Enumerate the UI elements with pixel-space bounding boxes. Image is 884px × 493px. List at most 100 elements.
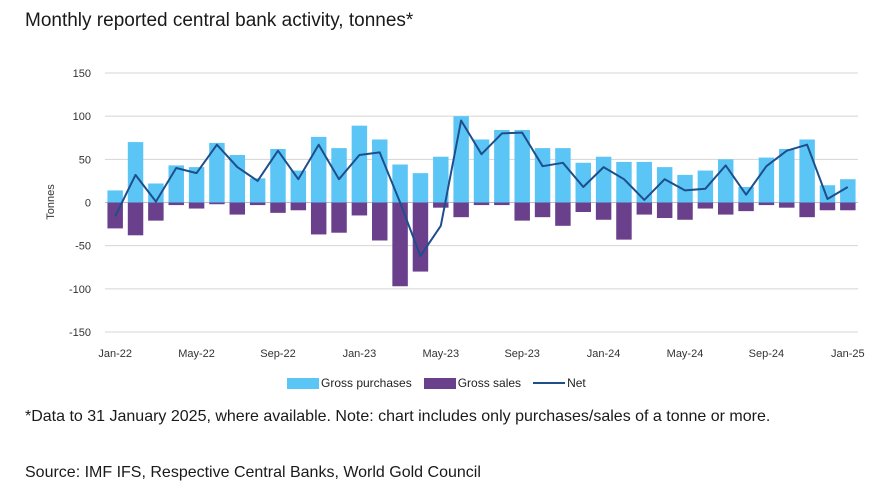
legend-label: Net [567, 376, 586, 390]
gross-sales-bar [616, 202, 632, 240]
gross-purchases-bar [188, 167, 205, 203]
x-tick-labels: Jan-22 May-22 Sep-22 Jan-23 May-23 Sep-23 Jan-… [98, 348, 864, 360]
gross-purchases-bar [595, 156, 612, 203]
x-tick-label: Jan-24 [587, 348, 621, 360]
gross-sales-bar [229, 202, 246, 215]
x-tick-label: Sep-24 [749, 348, 784, 360]
legend-swatch-purchases [287, 377, 319, 389]
gross-sales-bar [555, 202, 571, 226]
gross-purchases-bar [392, 164, 408, 203]
gross-purchases-bar [209, 142, 225, 203]
gross-sales-bar [636, 202, 653, 215]
x-tick-label: May-22 [178, 348, 215, 360]
y-tick-label: -150 [69, 327, 91, 339]
gross-purchases-bar [575, 162, 591, 203]
gross-sales-bar [127, 202, 144, 236]
gross-sales-bars [107, 202, 856, 287]
y-tick-label: 0 [85, 198, 91, 210]
gross-sales-bar [392, 202, 408, 287]
y-tick-labels: -150 -100 -50 0 50 100 150 [69, 68, 91, 339]
gross-sales-bar [290, 202, 307, 211]
gross-purchases-bar [412, 173, 429, 203]
gross-purchases-bar [229, 155, 246, 203]
gross-purchases-bar [656, 167, 673, 203]
gross-purchases-bar [616, 161, 632, 203]
x-tick-label: Sep-22 [260, 348, 295, 360]
legend-gross-purchases: Gross purchases [287, 376, 412, 390]
y-tick-label: 50 [79, 154, 91, 166]
legend-label: Gross purchases [321, 376, 412, 390]
gross-sales-bar [656, 202, 673, 219]
gross-sales-bar [372, 202, 388, 241]
gross-sales-bar [209, 202, 225, 205]
x-tick-label: Sep-23 [504, 348, 539, 360]
y-tick-label: 150 [73, 68, 91, 80]
footnote: *Data to 31 January 2025, where availabl… [25, 408, 771, 425]
legend: Gross purchases Gross sales Net [287, 376, 598, 390]
legend-gross-sales: Gross sales [423, 376, 522, 390]
gross-purchases-bar [758, 157, 775, 203]
gross-purchases-bar [494, 129, 510, 203]
gross-sales-bar [494, 202, 510, 206]
gross-sales-bar [310, 202, 327, 235]
y-tick-label: -50 [75, 241, 91, 253]
gross-purchases-bar [473, 139, 490, 203]
gross-sales-bar [840, 202, 856, 211]
gross-purchases-bar [677, 174, 693, 203]
gross-sales-bar [453, 202, 469, 218]
gross-purchases-bar [107, 190, 123, 203]
legend-net: Net [533, 376, 586, 390]
y-tick-label: -100 [69, 284, 91, 296]
gross-sales-bar [270, 202, 286, 213]
gross-purchases-bar [331, 148, 347, 203]
gross-purchases-bar [555, 148, 571, 203]
gross-sales-bar [331, 202, 347, 233]
gross-purchases-bar [779, 148, 795, 203]
gross-purchases-bar [127, 142, 144, 203]
net-line [114, 119, 849, 257]
gross-purchases-bar [168, 165, 184, 203]
gross-sales-bar [433, 202, 449, 208]
gross-purchases-bar [636, 161, 653, 203]
gross-sales-bar [717, 202, 734, 215]
gross-purchases-bar [372, 139, 388, 203]
gross-sales-bar [514, 202, 530, 221]
gross-purchases-bar [270, 148, 286, 203]
gross-sales-bar [738, 202, 754, 212]
source-note: Source: IMF IFS, Respective Central Bank… [25, 464, 481, 481]
legend-swatch-net [533, 382, 566, 384]
gross-sales-bar [575, 202, 591, 212]
x-tick-label: Jan-25 [831, 348, 865, 360]
gross-purchases-bar [290, 170, 307, 203]
legend-swatch-sales [423, 377, 456, 389]
gross-sales-bar [473, 202, 490, 206]
x-tick-label: Jan-23 [343, 348, 377, 360]
gross-purchases-bar [514, 129, 530, 203]
legend-label: Gross sales [457, 376, 522, 390]
gross-sales-bar [168, 202, 184, 206]
gross-sales-bar [534, 202, 551, 218]
gross-sales-bar [677, 202, 693, 220]
net-series-line [114, 119, 849, 257]
gross-sales-bar [249, 202, 266, 206]
gross-sales-bar [412, 202, 429, 272]
gross-sales-bar [595, 202, 612, 220]
gross-purchases-bar [433, 156, 449, 203]
gross-sales-bar [148, 202, 164, 221]
gross-sales-bar [819, 202, 836, 211]
gross-purchases-bar [310, 136, 327, 203]
y-tick-label: 100 [73, 111, 91, 123]
gross-purchases-bar [249, 178, 266, 203]
gross-sales-bar [799, 202, 815, 218]
gross-purchases-bar [534, 148, 551, 203]
gross-sales-bar [779, 202, 795, 208]
gross-purchases-bar [799, 139, 815, 203]
x-tick-label: May-23 [422, 348, 459, 360]
gross-sales-bar [188, 202, 205, 209]
gross-purchases-bar [697, 170, 714, 203]
gross-purchases-bar [840, 179, 856, 203]
gross-sales-bar [351, 202, 368, 216]
x-tick-label: Jan-22 [98, 348, 132, 360]
y-axis-label: Tonnes [45, 184, 57, 220]
